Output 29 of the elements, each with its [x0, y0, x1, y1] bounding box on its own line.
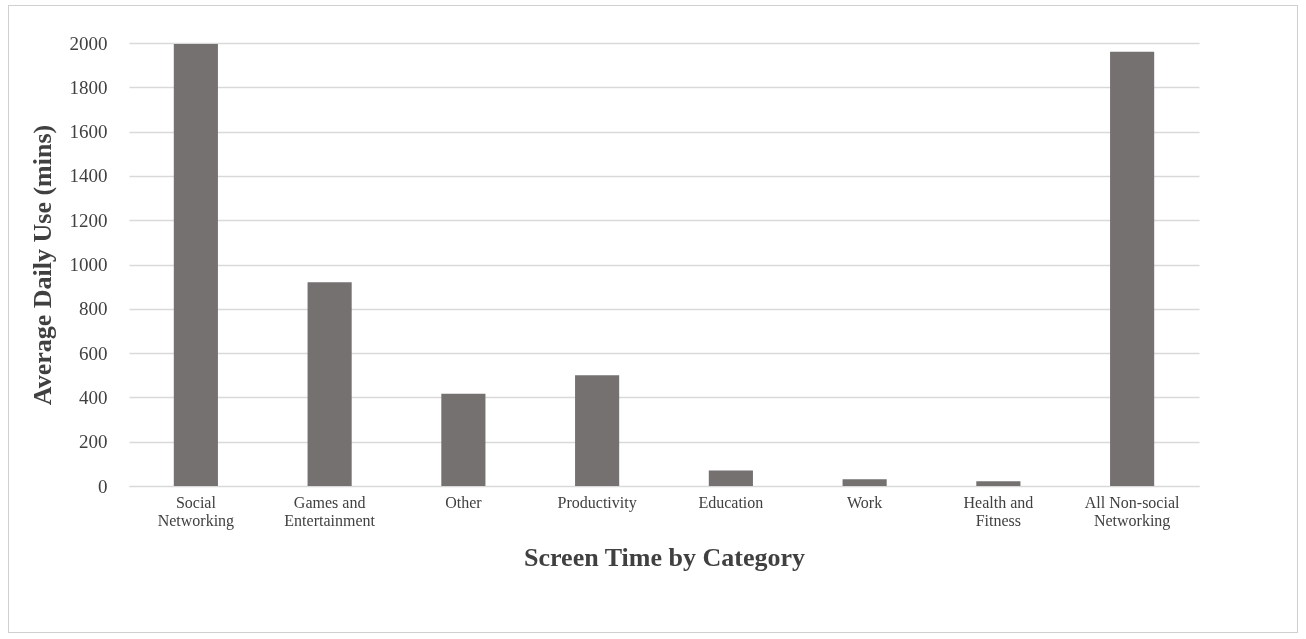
- y-tick-label: 1200: [69, 209, 108, 231]
- x-tick-label: Social Networking: [157, 493, 235, 530]
- y-tick-label: 1600: [69, 121, 108, 143]
- y-tick-label: 200: [79, 431, 108, 453]
- x-tick-label: Other: [445, 493, 483, 511]
- y-tick-label: 0: [98, 475, 108, 497]
- x-tick-label: Health and Fitness: [963, 493, 1034, 529]
- bar: [575, 375, 620, 486]
- bar: [842, 479, 887, 486]
- x-tick-label: Games and Entertainment: [284, 493, 376, 529]
- bar: [173, 44, 218, 486]
- y-tick-label: 1800: [69, 76, 108, 98]
- bar: [708, 470, 753, 486]
- x-tick-label: Work: [847, 493, 883, 511]
- bar: [307, 282, 352, 486]
- y-tick-label: 800: [79, 298, 108, 320]
- bar: [1110, 51, 1155, 486]
- y-tick-label: 600: [79, 342, 108, 364]
- y-tick-label: 1400: [69, 165, 108, 187]
- y-tick-label: 2000: [69, 32, 108, 54]
- x-tick-label: Education: [698, 493, 764, 511]
- x-tick-label: All Non-social Networking: [1084, 493, 1180, 530]
- y-tick-label: 400: [79, 386, 108, 408]
- bar: [441, 393, 486, 486]
- y-axis-title: Average Daily Use (mins): [27, 124, 57, 406]
- x-axis-title: Screen Time by Category: [524, 542, 805, 572]
- bar: [976, 481, 1021, 486]
- x-tick-label: Productivity: [557, 493, 637, 512]
- y-tick-label: 1000: [69, 254, 108, 275]
